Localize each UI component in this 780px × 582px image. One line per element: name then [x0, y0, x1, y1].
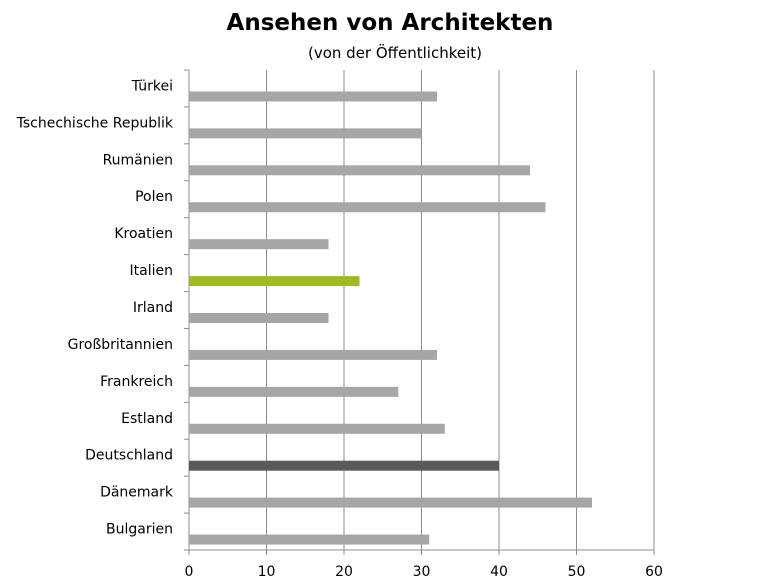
x-tick-label: 50: [568, 564, 586, 580]
category-label: Italien: [130, 263, 173, 279]
category-label: Türkei: [131, 78, 173, 94]
bar-6: [189, 313, 329, 323]
bar-7: [189, 349, 437, 360]
bar-10: [189, 460, 499, 471]
bars: [189, 91, 592, 545]
x-tick-labels: 0 10 20 30 40 50 60: [185, 564, 663, 580]
bar-0: [189, 91, 437, 102]
bar-11: [189, 497, 592, 508]
category-label: Kroatien: [114, 226, 173, 242]
category-label: Estland: [121, 411, 173, 427]
gridlines: [266, 70, 655, 555]
category-label: Dänemark: [100, 485, 174, 501]
bar-9: [189, 423, 445, 434]
category-label: Irland: [133, 300, 173, 316]
category-label: Deutschland: [85, 448, 173, 464]
x-tick-label: 20: [335, 564, 353, 580]
chart-title: Ansehen von Architekten: [226, 10, 554, 36]
x-tick-label: 40: [490, 564, 508, 580]
x-tick-label: 30: [413, 564, 431, 580]
x-tick-label: 60: [645, 564, 663, 580]
bar-5: [189, 276, 360, 287]
x-tick-label: 0: [185, 564, 194, 580]
bar-4: [189, 239, 329, 250]
category-label: Großbritannien: [68, 337, 173, 353]
category-labels: Türkei Tschechische Republik Rumänien Polen…: [16, 78, 174, 537]
axes: [184, 69, 654, 555]
bar-3: [189, 202, 546, 213]
bar-1: [189, 128, 422, 139]
bar-12: [189, 534, 430, 545]
category-label: Rumänien: [103, 152, 173, 168]
bar-8: [189, 386, 399, 397]
category-label: Frankreich: [100, 374, 173, 390]
bar-2: [189, 165, 530, 176]
category-label: Polen: [135, 189, 173, 205]
chart-subtitle: (von der Öffentlichkeit): [308, 44, 482, 62]
x-tick-label: 10: [258, 564, 276, 580]
category-label: Tschechische Republik: [16, 115, 174, 131]
category-label: Bulgarien: [106, 522, 173, 538]
